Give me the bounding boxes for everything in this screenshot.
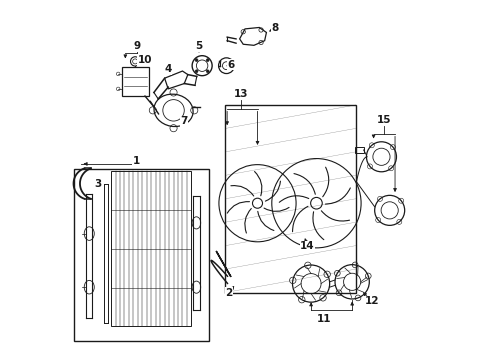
Bar — [225, 105, 356, 293]
Text: 14: 14 — [300, 241, 315, 251]
Circle shape — [206, 70, 209, 73]
Circle shape — [195, 70, 198, 73]
Text: 15: 15 — [376, 114, 391, 125]
Text: 6: 6 — [228, 60, 235, 70]
Bar — [111, 171, 192, 327]
Text: 4: 4 — [165, 64, 172, 74]
Circle shape — [195, 59, 198, 62]
Text: 8: 8 — [272, 23, 279, 33]
Text: 11: 11 — [317, 314, 331, 324]
Text: 10: 10 — [138, 55, 152, 65]
Text: 12: 12 — [365, 296, 379, 306]
Text: 9: 9 — [133, 41, 140, 51]
Text: 7: 7 — [181, 116, 188, 126]
Bar — [122, 67, 148, 96]
Text: 2: 2 — [225, 288, 233, 297]
Bar — [355, 147, 364, 153]
Text: 5: 5 — [195, 41, 202, 51]
Text: 3: 3 — [94, 179, 101, 189]
Circle shape — [206, 59, 209, 62]
Text: 1: 1 — [132, 157, 140, 166]
Text: 13: 13 — [233, 89, 248, 99]
Bar — [74, 169, 209, 341]
